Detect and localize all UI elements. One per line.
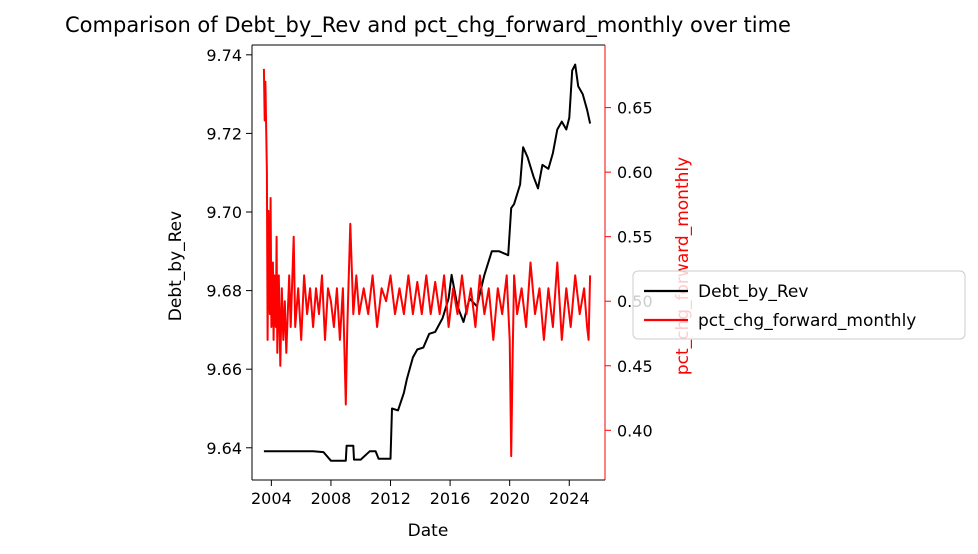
left-y-axis-label: Debt_by_Rev <box>166 211 186 321</box>
legend: Debt_by_Rev pct_chg_forward_monthly <box>632 270 966 340</box>
legend-label-pct-chg-forward-monthly: pct_chg_forward_monthly <box>698 311 916 331</box>
x-tick-label: 2004 <box>251 489 292 508</box>
left-y-tick-label: 9.64 <box>206 439 242 458</box>
x-tick-label: 2020 <box>489 489 530 508</box>
right-y-tick-label: 0.40 <box>617 421 653 440</box>
series-line-pct-chg-forward-monthly <box>262 68 592 458</box>
right-y-axis: 0.400.450.500.550.600.65 <box>604 45 653 480</box>
x-axis: 2004 2008 2012 2016 2020 2024 <box>251 479 605 508</box>
x-tick-label: 2016 <box>430 489 471 508</box>
left-y-tick-label: 9.70 <box>206 203 242 222</box>
legend-box <box>632 270 966 340</box>
x-tick-label: 2008 <box>311 489 352 508</box>
right-y-tick-label: 0.60 <box>617 163 653 182</box>
series-line-debt-by-rev <box>263 63 592 462</box>
left-y-tick-label: 9.72 <box>206 124 242 143</box>
right-y-tick-label: 0.55 <box>617 228 653 247</box>
left-y-tick-label: 9.74 <box>206 46 242 65</box>
x-tick-label: 2012 <box>370 489 411 508</box>
legend-label-debt-by-rev: Debt_by_Rev <box>698 282 808 302</box>
chart-title: Comparison of Debt_by_Rev and pct_chg_fo… <box>65 13 791 38</box>
left-y-tick-label: 9.66 <box>206 360 242 379</box>
x-tick-label: 2024 <box>549 489 590 508</box>
right-y-tick-label: 0.65 <box>617 99 653 118</box>
left-y-tick-label: 9.68 <box>206 282 242 301</box>
right-y-axis-label: pct_chg_forward_monthly <box>673 157 693 375</box>
plot-area <box>252 44 605 462</box>
right-y-tick-label: 0.45 <box>617 357 653 376</box>
left-y-axis: 9.64 9.66 9.68 9.70 9.72 9.74 <box>206 45 253 480</box>
x-axis-label: Date <box>408 521 449 541</box>
